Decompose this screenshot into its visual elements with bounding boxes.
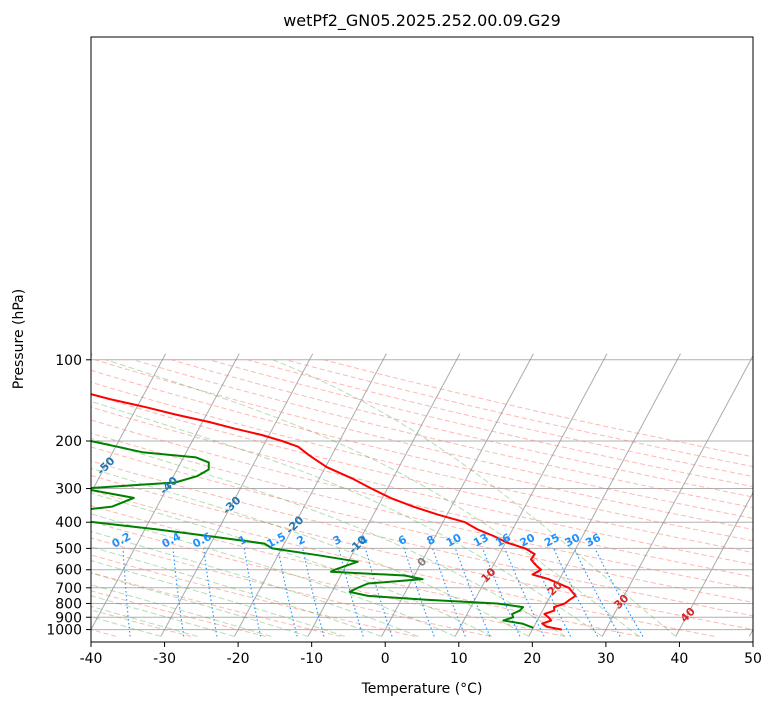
y-tick-label: 300 [55, 482, 82, 498]
mixing-ratio-line [403, 548, 435, 637]
dry-adiabat-line [91, 489, 715, 637]
mixing-ratio-label: 20 [518, 531, 538, 550]
mixing-ratio-label: 10 [444, 531, 464, 550]
mixing-ratio-line [504, 548, 545, 637]
moist-adiabat-line [91, 584, 272, 637]
background-lines [0, 353, 753, 637]
y-tick-label: 400 [55, 515, 82, 531]
temperature-profile-line [91, 393, 577, 631]
dewpoint-profile-line [91, 440, 534, 629]
x-tick-label: 30 [597, 651, 615, 667]
isotherm-label: -60 [31, 434, 54, 457]
isotherm-line [91, 353, 167, 494]
mixing-ratio-line [528, 548, 572, 637]
dry-adiabat-line [91, 521, 565, 637]
dry-adiabat-line [91, 460, 753, 617]
moist-adiabat-line [272, 359, 677, 637]
dry-adiabat-line [91, 393, 753, 554]
dry-adiabat-line [0, 360, 41, 637]
dry-adiabat-line [133, 359, 753, 509]
plot-area [91, 37, 753, 642]
x-tick-label: -10 [300, 651, 323, 667]
mixing-ratio-line [553, 548, 599, 637]
mixing-ratio-line [432, 548, 466, 637]
moist-adiabat-line [91, 400, 603, 637]
y-tick-label: 600 [55, 563, 82, 579]
y-tick-label: 800 [55, 597, 82, 613]
x-tick-label: 50 [744, 651, 762, 667]
y-tick-label: 500 [55, 541, 82, 557]
isotherm-line [601, 354, 753, 637]
moist-adiabat-line [91, 605, 198, 637]
mixing-ratio-line [573, 548, 621, 637]
dry-adiabat-line [91, 381, 753, 542]
mixing-ratio-line [302, 548, 325, 637]
isotherm-line [675, 491, 753, 637]
mixing-ratio-line [243, 548, 262, 637]
isotherm-line [160, 353, 314, 637]
dry-adiabat-line [91, 406, 753, 566]
dry-adiabat-line [91, 369, 753, 531]
moist-adiabat-line [91, 492, 493, 637]
mixing-ratio-line [594, 548, 644, 637]
y-axis-label: Pressure (hPa) [11, 289, 27, 389]
dry-adiabat-line [171, 359, 753, 498]
dry-adiabat-line [91, 505, 640, 637]
isotherm-line [234, 353, 387, 637]
x-tick-label: -20 [227, 651, 250, 667]
profile-lines [91, 393, 577, 631]
dry-adiabat-line [91, 537, 491, 637]
moist-adiabat-line [91, 467, 529, 637]
y-tick-label: 1000 [46, 623, 82, 639]
isotherm-line [91, 353, 240, 631]
x-tick-label: 40 [670, 651, 688, 667]
plot-frame [90, 36, 754, 643]
dry-adiabat-line [91, 609, 192, 637]
mixing-ratio-label: 13 [471, 531, 491, 550]
dry-adiabat-line [91, 419, 753, 578]
y-tick-label: 100 [55, 353, 82, 369]
moist-adiabat-line [91, 546, 382, 637]
moist-adiabat-line [91, 513, 456, 637]
moist-adiabat-line [105, 359, 640, 637]
moist-adiabat-line [91, 530, 419, 637]
y-tick-label: 900 [55, 610, 82, 626]
x-tick-label: 10 [450, 651, 468, 667]
isotherm-line [528, 353, 681, 637]
moist-adiabat-line [91, 595, 235, 637]
dry-adiabat-line [91, 572, 341, 637]
x-tick-label: -40 [80, 651, 103, 667]
mixing-ratio-line [277, 548, 298, 637]
isotherm-line [0, 354, 19, 637]
dry-adiabat-line [91, 446, 753, 603]
x-axis-label: Temperature (°C) [361, 681, 483, 697]
mixing-ratio-line [203, 548, 218, 637]
mixing-ratio-label: 30 [563, 531, 583, 550]
dry-adiabat-line [91, 432, 753, 590]
y-tick-label: 700 [55, 581, 82, 597]
mixing-ratio-line [454, 548, 491, 637]
mixing-ratio-label: 36 [583, 531, 603, 550]
x-tick-label: -30 [153, 651, 176, 667]
isotherm-line [454, 353, 608, 637]
mixing-ratio-line [172, 548, 185, 637]
y-tick-label: 200 [55, 434, 82, 450]
isotherm-line [381, 353, 534, 637]
moist-adiabat-line [91, 559, 345, 637]
x-tick-label: 20 [523, 651, 541, 667]
mixing-ratio-line [338, 548, 364, 637]
mixing-ratio-line [122, 548, 131, 637]
mixing-ratio-label: 25 [542, 531, 562, 550]
chart-title: wetPf2_GN05.2025.252.00.09.G29 [283, 11, 561, 31]
x-tick-label: 0 [381, 651, 390, 667]
mixing-ratio-label: 16 [493, 531, 513, 550]
axis-ticks: -40 -30 -20 -10 0 10 20 30 40 50 100 200 300 400 500 60… [46, 353, 762, 667]
dry-adiabat-line [94, 359, 753, 519]
